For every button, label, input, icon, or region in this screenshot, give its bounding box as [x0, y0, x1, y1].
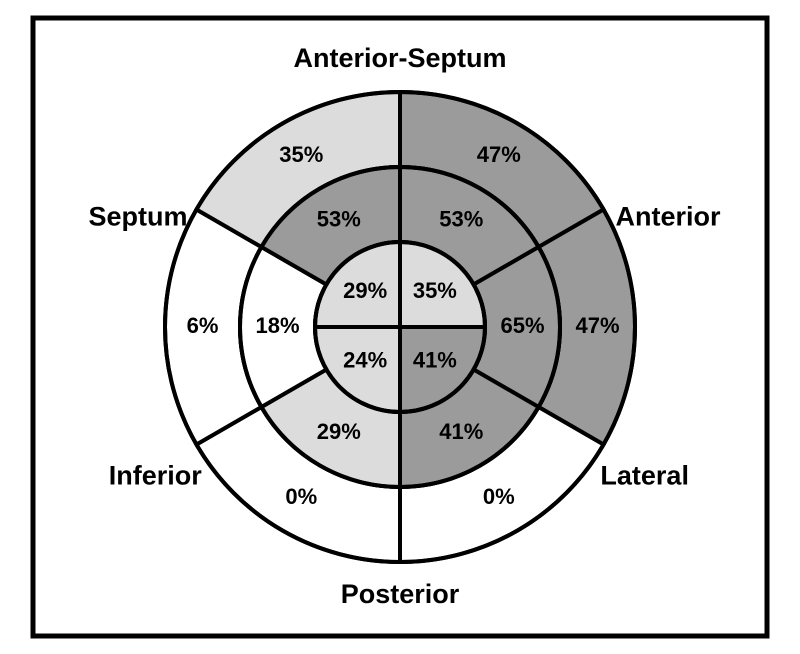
mid-value-label: 18%: [255, 313, 299, 338]
region-label: Septum: [88, 202, 187, 232]
outer-value-label: 0%: [285, 484, 317, 509]
inner-value-label: 24%: [343, 348, 387, 373]
outer-value-label: 6%: [187, 313, 219, 338]
bullseye-diagram: 47% 47% 0% 0% 6% 35% 53% 65% 41% 29% 18% 53% 35% 41% 2…: [0, 0, 800, 654]
inner-value-label: 29%: [343, 278, 387, 303]
mid-value-label: 41%: [439, 419, 483, 444]
mid-value-label: 29%: [317, 419, 361, 444]
region-label: Anterior: [616, 202, 722, 232]
inner-value-label: 41%: [413, 348, 457, 373]
outer-value-label: 47%: [575, 313, 619, 338]
region-label: Inferior: [109, 461, 203, 491]
bullseye-svg: 47% 47% 0% 0% 6% 35% 53% 65% 41% 29% 18% 53% 35% 41% 2…: [0, 0, 800, 654]
mid-value-label: 53%: [439, 207, 483, 232]
outer-value-label: 47%: [477, 142, 521, 167]
mid-value-label: 65%: [500, 313, 544, 338]
region-label: Anterior-Septum: [293, 43, 506, 73]
outer-value-label: 0%: [483, 484, 515, 509]
region-label: Lateral: [600, 461, 689, 491]
region-label: Posterior: [341, 579, 460, 609]
inner-value-label: 35%: [413, 278, 457, 303]
mid-value-label: 53%: [317, 207, 361, 232]
outer-value-label: 35%: [279, 142, 323, 167]
